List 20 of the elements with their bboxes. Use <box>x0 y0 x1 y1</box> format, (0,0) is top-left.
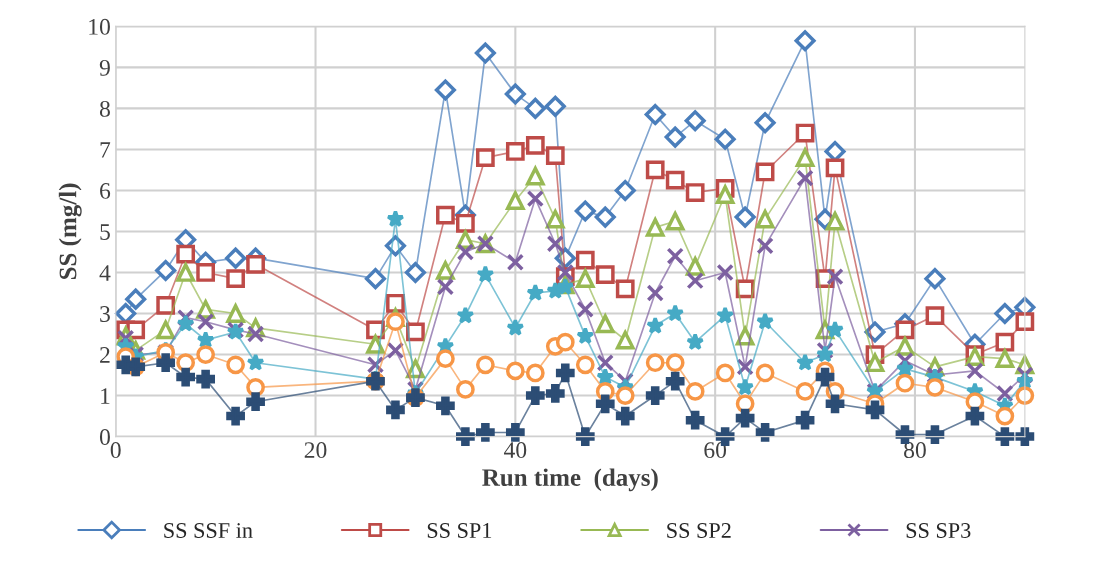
y-tick-label: 1 <box>101 388 110 404</box>
legend-label: SS SP3 <box>906 523 971 538</box>
y-tick-label: 7 <box>100 142 111 158</box>
y-tick-label: 0 <box>99 429 110 445</box>
y-tick-label: 5 <box>100 224 110 240</box>
y-tick-label: 3 <box>100 306 110 322</box>
y-tick-label: 2 <box>100 347 110 363</box>
y-tick-label: 10 <box>89 18 110 35</box>
y-tick-label: 4 <box>99 265 111 281</box>
y-tick-label: 6 <box>100 183 111 199</box>
y-tick-label: 9 <box>99 59 110 76</box>
legend-label: SS SP2 <box>667 523 731 538</box>
x-axis-title: Run time (days) <box>482 468 658 492</box>
x-tick-label: 20 <box>304 442 327 459</box>
x-tick-label: 80 <box>904 442 926 459</box>
y-tick-label: 8 <box>99 100 110 117</box>
legend-label: SS SP1 <box>427 523 492 538</box>
legend-label: SS SSF in <box>164 523 253 538</box>
y-axis-title: SS (mg/l) <box>58 183 82 280</box>
x-tick-label: 40 <box>503 442 527 459</box>
